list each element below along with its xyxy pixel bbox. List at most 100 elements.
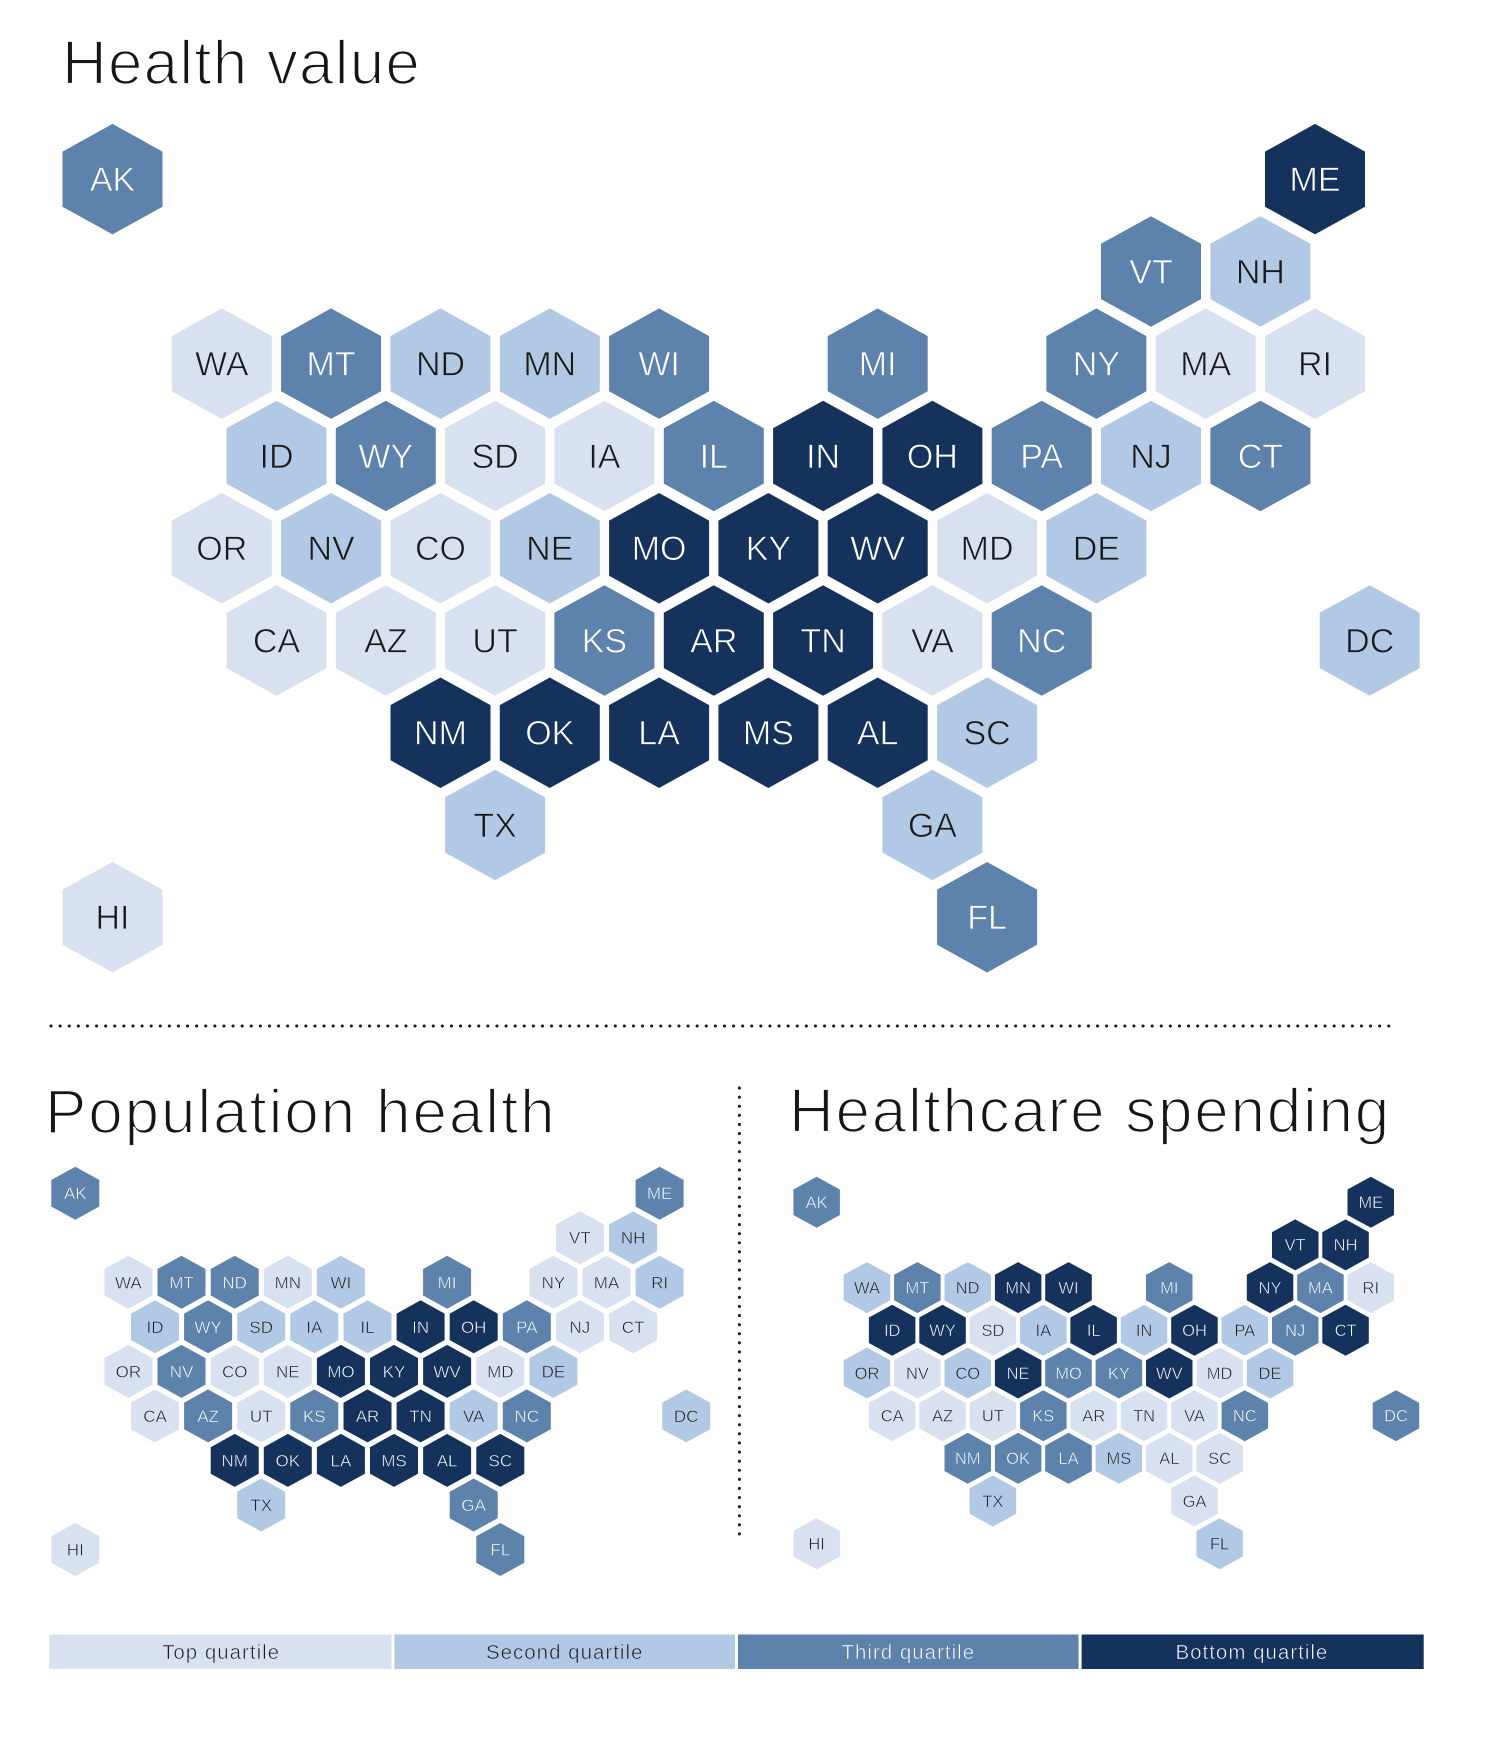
svg-text:FL: FL — [490, 1540, 510, 1559]
svg-text:CT: CT — [1335, 1322, 1357, 1340]
svg-text:LA: LA — [1058, 1450, 1078, 1468]
svg-text:MA: MA — [1308, 1279, 1333, 1297]
svg-text:NJ: NJ — [1285, 1322, 1305, 1340]
svg-text:AL: AL — [1159, 1450, 1179, 1468]
svg-text:SC: SC — [963, 715, 1010, 753]
svg-text:NM: NM — [221, 1451, 247, 1470]
svg-text:DE: DE — [1259, 1365, 1282, 1383]
svg-text:NV: NV — [906, 1365, 929, 1383]
svg-text:AL: AL — [437, 1451, 458, 1470]
svg-text:PA: PA — [1020, 438, 1063, 476]
svg-text:NH: NH — [1236, 253, 1285, 291]
svg-text:DE: DE — [1073, 530, 1120, 568]
svg-text:Population health: Population health — [45, 1078, 556, 1147]
svg-text:RI: RI — [1363, 1279, 1380, 1297]
svg-text:OK: OK — [276, 1451, 301, 1470]
svg-text:GA: GA — [908, 807, 957, 845]
svg-text:HI: HI — [67, 1540, 84, 1559]
svg-text:VA: VA — [911, 622, 954, 660]
svg-text:VA: VA — [1184, 1407, 1205, 1425]
svg-text:HI: HI — [808, 1535, 825, 1553]
svg-text:AZ: AZ — [364, 622, 407, 660]
svg-text:GA: GA — [1183, 1493, 1207, 1511]
svg-text:SD: SD — [981, 1322, 1004, 1340]
svg-text:WV: WV — [1156, 1365, 1183, 1383]
svg-text:ME: ME — [647, 1184, 673, 1203]
svg-text:WV: WV — [850, 530, 905, 568]
svg-text:PA: PA — [516, 1318, 538, 1337]
svg-text:OR: OR — [196, 530, 247, 568]
svg-text:IL: IL — [360, 1318, 374, 1337]
svg-text:NV: NV — [307, 530, 355, 568]
svg-text:VT: VT — [1285, 1237, 1306, 1255]
svg-text:CA: CA — [881, 1407, 904, 1425]
svg-text:NC: NC — [1017, 622, 1066, 660]
svg-text:CA: CA — [143, 1407, 167, 1426]
svg-text:MT: MT — [169, 1273, 194, 1292]
svg-text:IN: IN — [412, 1318, 429, 1337]
svg-text:DC: DC — [1345, 622, 1394, 660]
svg-text:Bottom quartile: Bottom quartile — [1175, 1641, 1328, 1664]
svg-text:WI: WI — [1058, 1279, 1078, 1297]
svg-text:CO: CO — [415, 530, 466, 568]
svg-text:TX: TX — [473, 807, 516, 845]
svg-text:WA: WA — [195, 346, 249, 384]
svg-text:NH: NH — [1334, 1237, 1358, 1255]
svg-text:MD: MD — [961, 530, 1014, 568]
svg-text:WA: WA — [854, 1279, 880, 1297]
svg-text:FL: FL — [1210, 1535, 1229, 1553]
svg-text:Healthcare spending: Healthcare spending — [789, 1077, 1391, 1146]
svg-text:ND: ND — [222, 1273, 247, 1292]
svg-text:MI: MI — [438, 1273, 457, 1292]
svg-text:ID: ID — [884, 1322, 901, 1340]
svg-text:AZ: AZ — [932, 1407, 953, 1425]
svg-text:AR: AR — [1082, 1407, 1105, 1425]
svg-text:SC: SC — [1208, 1450, 1231, 1468]
svg-text:RI: RI — [651, 1273, 668, 1292]
svg-text:TN: TN — [409, 1407, 432, 1426]
svg-text:VT: VT — [1129, 253, 1172, 291]
svg-text:UT: UT — [250, 1407, 273, 1426]
svg-text:OK: OK — [1006, 1450, 1030, 1468]
svg-text:TN: TN — [1133, 1407, 1155, 1425]
svg-text:NY: NY — [1073, 346, 1120, 384]
svg-text:NM: NM — [414, 715, 467, 753]
svg-text:TN: TN — [800, 622, 845, 660]
svg-text:NY: NY — [542, 1273, 566, 1292]
svg-text:LA: LA — [331, 1451, 352, 1470]
svg-text:WV: WV — [433, 1362, 461, 1381]
svg-text:MI: MI — [859, 346, 897, 384]
svg-text:AL: AL — [857, 715, 899, 753]
svg-text:KY: KY — [383, 1362, 406, 1381]
svg-text:OH: OH — [461, 1318, 487, 1337]
svg-text:OR: OR — [116, 1362, 142, 1381]
svg-text:NC: NC — [515, 1407, 540, 1426]
svg-text:AK: AK — [64, 1184, 87, 1203]
svg-text:OR: OR — [855, 1365, 880, 1383]
svg-text:NE: NE — [526, 530, 573, 568]
svg-text:MO: MO — [1055, 1365, 1082, 1383]
svg-text:CA: CA — [253, 622, 301, 660]
svg-text:IA: IA — [1036, 1322, 1052, 1340]
svg-text:IN: IN — [806, 438, 840, 476]
svg-text:OH: OH — [1182, 1322, 1207, 1340]
svg-text:NY: NY — [1259, 1279, 1282, 1297]
svg-text:MS: MS — [743, 715, 794, 753]
svg-text:UT: UT — [472, 622, 517, 660]
svg-text:MA: MA — [594, 1273, 620, 1292]
svg-text:VT: VT — [569, 1229, 591, 1248]
svg-text:MI: MI — [1160, 1279, 1178, 1297]
svg-text:VA: VA — [463, 1407, 485, 1426]
svg-text:NM: NM — [955, 1450, 981, 1468]
svg-text:MD: MD — [487, 1362, 513, 1381]
svg-text:MN: MN — [1005, 1279, 1031, 1297]
svg-text:ND: ND — [416, 346, 465, 384]
svg-text:NJ: NJ — [1130, 438, 1172, 476]
svg-text:SC: SC — [488, 1451, 512, 1470]
svg-text:IN: IN — [1136, 1322, 1153, 1340]
svg-text:KS: KS — [1032, 1407, 1054, 1425]
svg-text:MS: MS — [1107, 1450, 1132, 1468]
svg-text:SD: SD — [471, 438, 518, 476]
svg-text:ID: ID — [147, 1318, 164, 1337]
svg-text:DC: DC — [1384, 1407, 1408, 1425]
